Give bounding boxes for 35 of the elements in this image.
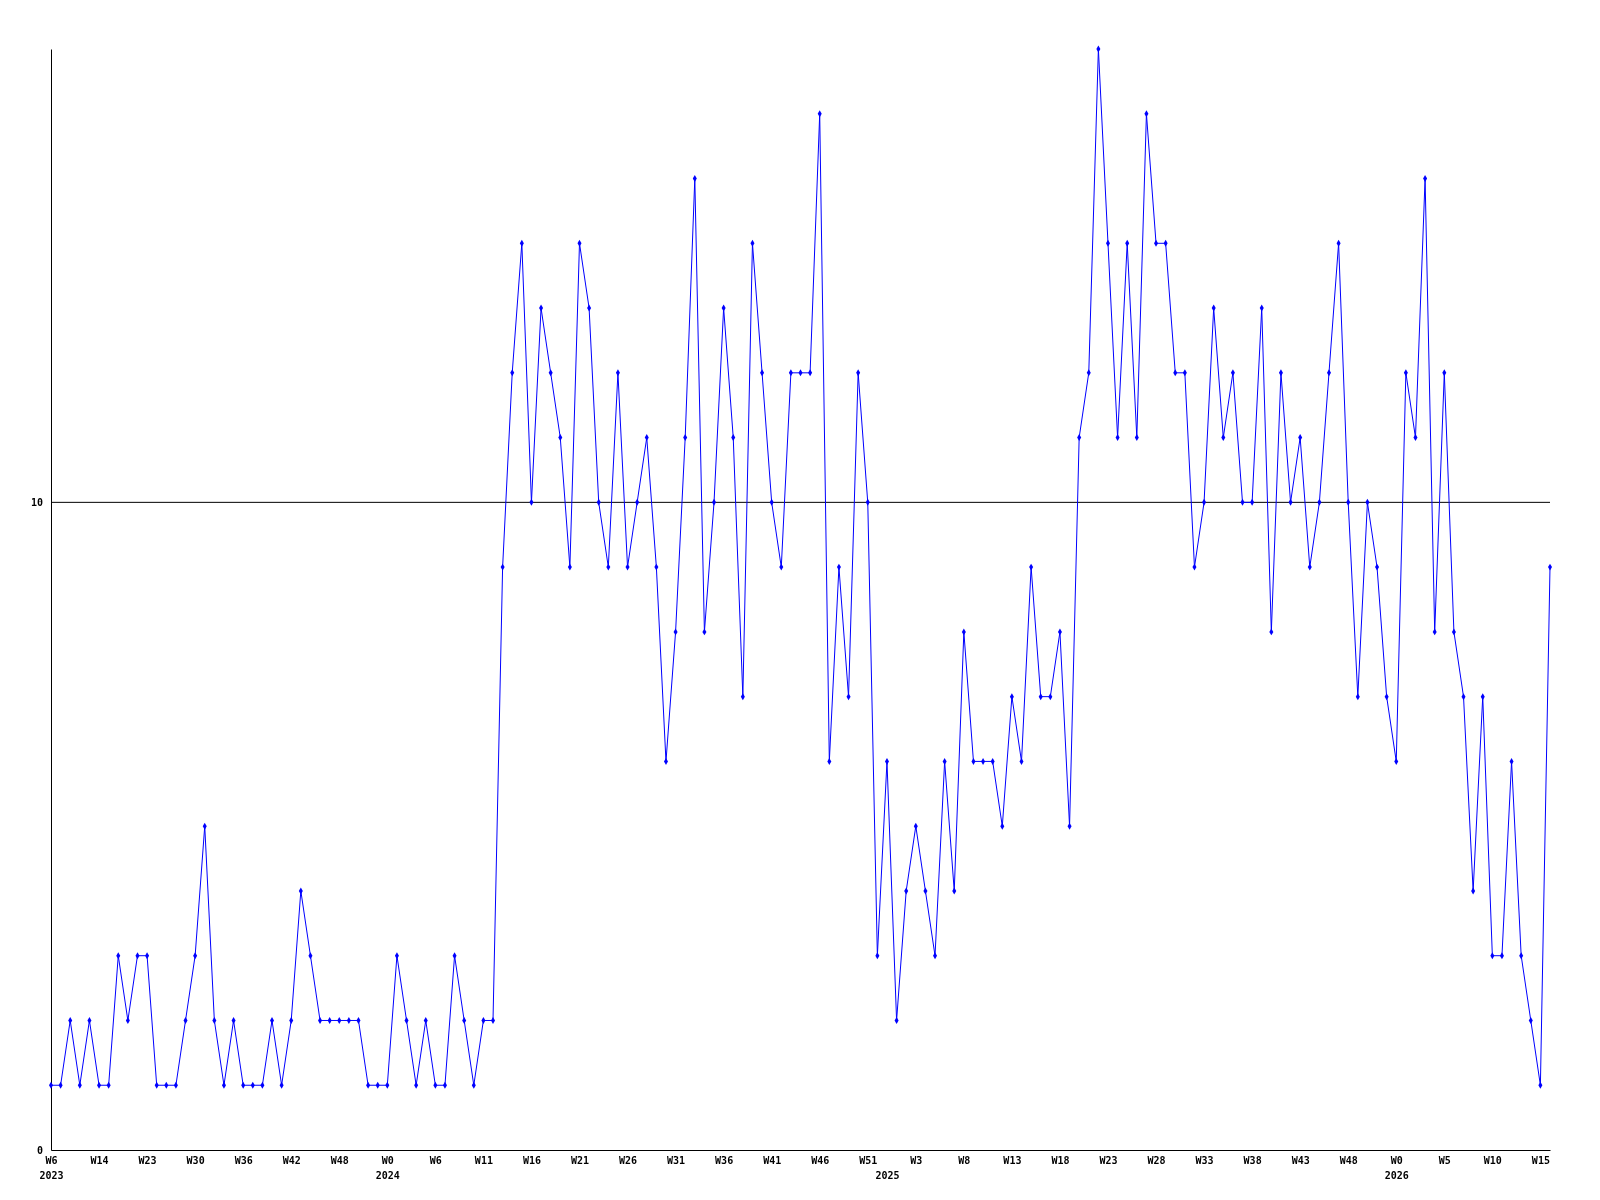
x-tick-label: W36 [715,1155,734,1166]
x-tick-label: W30 [186,1155,205,1166]
x-tick-label: W38 [1243,1155,1262,1166]
x-tick-label: W48 [1339,1155,1358,1166]
x-tick-label: W18 [1051,1155,1070,1166]
y-tick-label: 0 [36,1144,43,1156]
x-tick-label: W6 2023 [39,1155,64,1181]
x-tick-label: W23 [138,1155,157,1166]
x-tick-label: W46 [811,1155,830,1166]
x-tick-label: W23 [1099,1155,1118,1166]
x-tick-label: W26 [619,1155,638,1166]
x-tick-label: W43 [1291,1155,1310,1166]
x-tick-label: 2025 [875,1170,900,1181]
x-tick-label: W21 [570,1155,590,1166]
x-tick-label: W41 [763,1155,782,1166]
x-tick-label: W16 [522,1155,541,1166]
x-tick-label: W15 [1531,1155,1550,1166]
x-tick-label: W14 [90,1155,109,1166]
x-tick-label: W48 [330,1155,349,1166]
x-tick-label: W5 [1438,1155,1451,1166]
x-tick-label: W51 [859,1155,878,1166]
x-tick-label: W36 [234,1155,253,1166]
x-tick-label: W6 [429,1155,442,1166]
x-tick-label: W11 [474,1155,493,1166]
x-tick-label: W0 2024 [375,1155,400,1181]
x-tick-label: W42 [282,1155,301,1166]
x-tick-label: W8 [958,1155,971,1166]
x-tick-label: W10 [1483,1155,1502,1166]
y-tick-label: 10 [30,497,43,509]
x-tick-label: W28 [1147,1155,1166,1166]
x-tick-label: W3 [910,1155,923,1166]
x-tick-label: W33 [1195,1155,1214,1166]
x-tick-label: W31 [667,1155,686,1166]
x-tick-label: W0 2026 [1384,1155,1409,1181]
x-tick-label: W13 [1003,1155,1022,1166]
